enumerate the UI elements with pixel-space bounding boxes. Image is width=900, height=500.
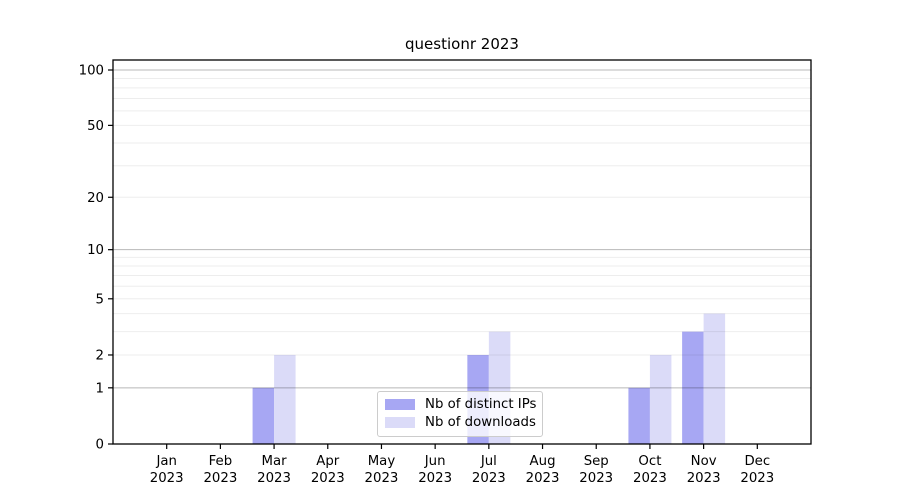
- x-tick-label-month-dec: Dec: [744, 454, 770, 469]
- legend-label-downloads: Nb of downloads: [425, 415, 536, 431]
- x-tick-label-year-dec: 2023: [740, 471, 774, 486]
- bar-distinct-ips-oct: [628, 387, 650, 444]
- x-tick-label-month-jun: Jun: [424, 454, 446, 469]
- legend-item-downloads: Nb of downloads: [385, 415, 536, 431]
- x-tick-label-year-jul: 2023: [472, 471, 506, 486]
- chart-title: questionr 2023: [405, 35, 519, 53]
- y-tick-label-1: 1: [96, 381, 104, 396]
- x-tick-label-year-oct: 2023: [633, 471, 667, 486]
- x-tick-label-month-feb: Feb: [209, 454, 233, 469]
- y-tick-label-20: 20: [87, 191, 104, 206]
- x-tick-label-year-jan: 2023: [150, 471, 184, 486]
- distinct-ips-swatch-icon: [385, 399, 415, 411]
- legend-label-distinct-ips: Nb of distinct IPs: [425, 397, 537, 413]
- axes-frame: [112, 59, 812, 445]
- x-tick-label-year-aug: 2023: [526, 471, 560, 486]
- x-tick-label-year-feb: 2023: [203, 471, 237, 486]
- y-tick-label-50: 50: [87, 119, 104, 134]
- chart-legend: Nb of distinct IPs Nb of downloads: [377, 391, 543, 437]
- x-tick-label-month-jul: Jul: [480, 454, 497, 469]
- x-tick-label-month-jan: Jan: [155, 454, 177, 469]
- y-tick-label-100: 100: [79, 64, 104, 79]
- x-tick-label-year-sep: 2023: [579, 471, 613, 486]
- x-tick-label-year-apr: 2023: [311, 471, 345, 486]
- bar-distinct-ips-mar: [252, 387, 275, 444]
- x-tick-label-month-may: May: [368, 454, 396, 469]
- x-tick-label-month-mar: Mar: [262, 454, 288, 469]
- y-tick-label-5: 5: [96, 292, 104, 307]
- downloads-swatch-icon: [385, 417, 415, 429]
- x-tick-label-month-nov: Nov: [691, 454, 717, 469]
- x-tick-label-month-sep: Sep: [584, 454, 609, 469]
- x-tick-label-year-nov: 2023: [687, 471, 721, 486]
- y-tick-label-10: 10: [87, 243, 104, 258]
- y-tick-label-2: 2: [96, 348, 104, 363]
- x-tick-label-year-mar: 2023: [257, 471, 291, 486]
- x-tick-label-month-oct: Oct: [638, 454, 661, 469]
- bar-downloads-nov: [703, 313, 726, 444]
- bar-distinct-ips-nov: [682, 331, 704, 444]
- x-tick-label-month-apr: Apr: [316, 454, 340, 469]
- x-tick-label-month-aug: Aug: [530, 454, 556, 469]
- bar-downloads-oct: [649, 354, 672, 444]
- legend-item-distinct-ips: Nb of distinct IPs: [385, 397, 537, 413]
- y-tick-label-0: 0: [96, 438, 104, 453]
- x-tick-label-year-jun: 2023: [418, 471, 452, 486]
- bar-downloads-mar: [274, 354, 296, 444]
- x-tick-label-year-may: 2023: [365, 471, 399, 486]
